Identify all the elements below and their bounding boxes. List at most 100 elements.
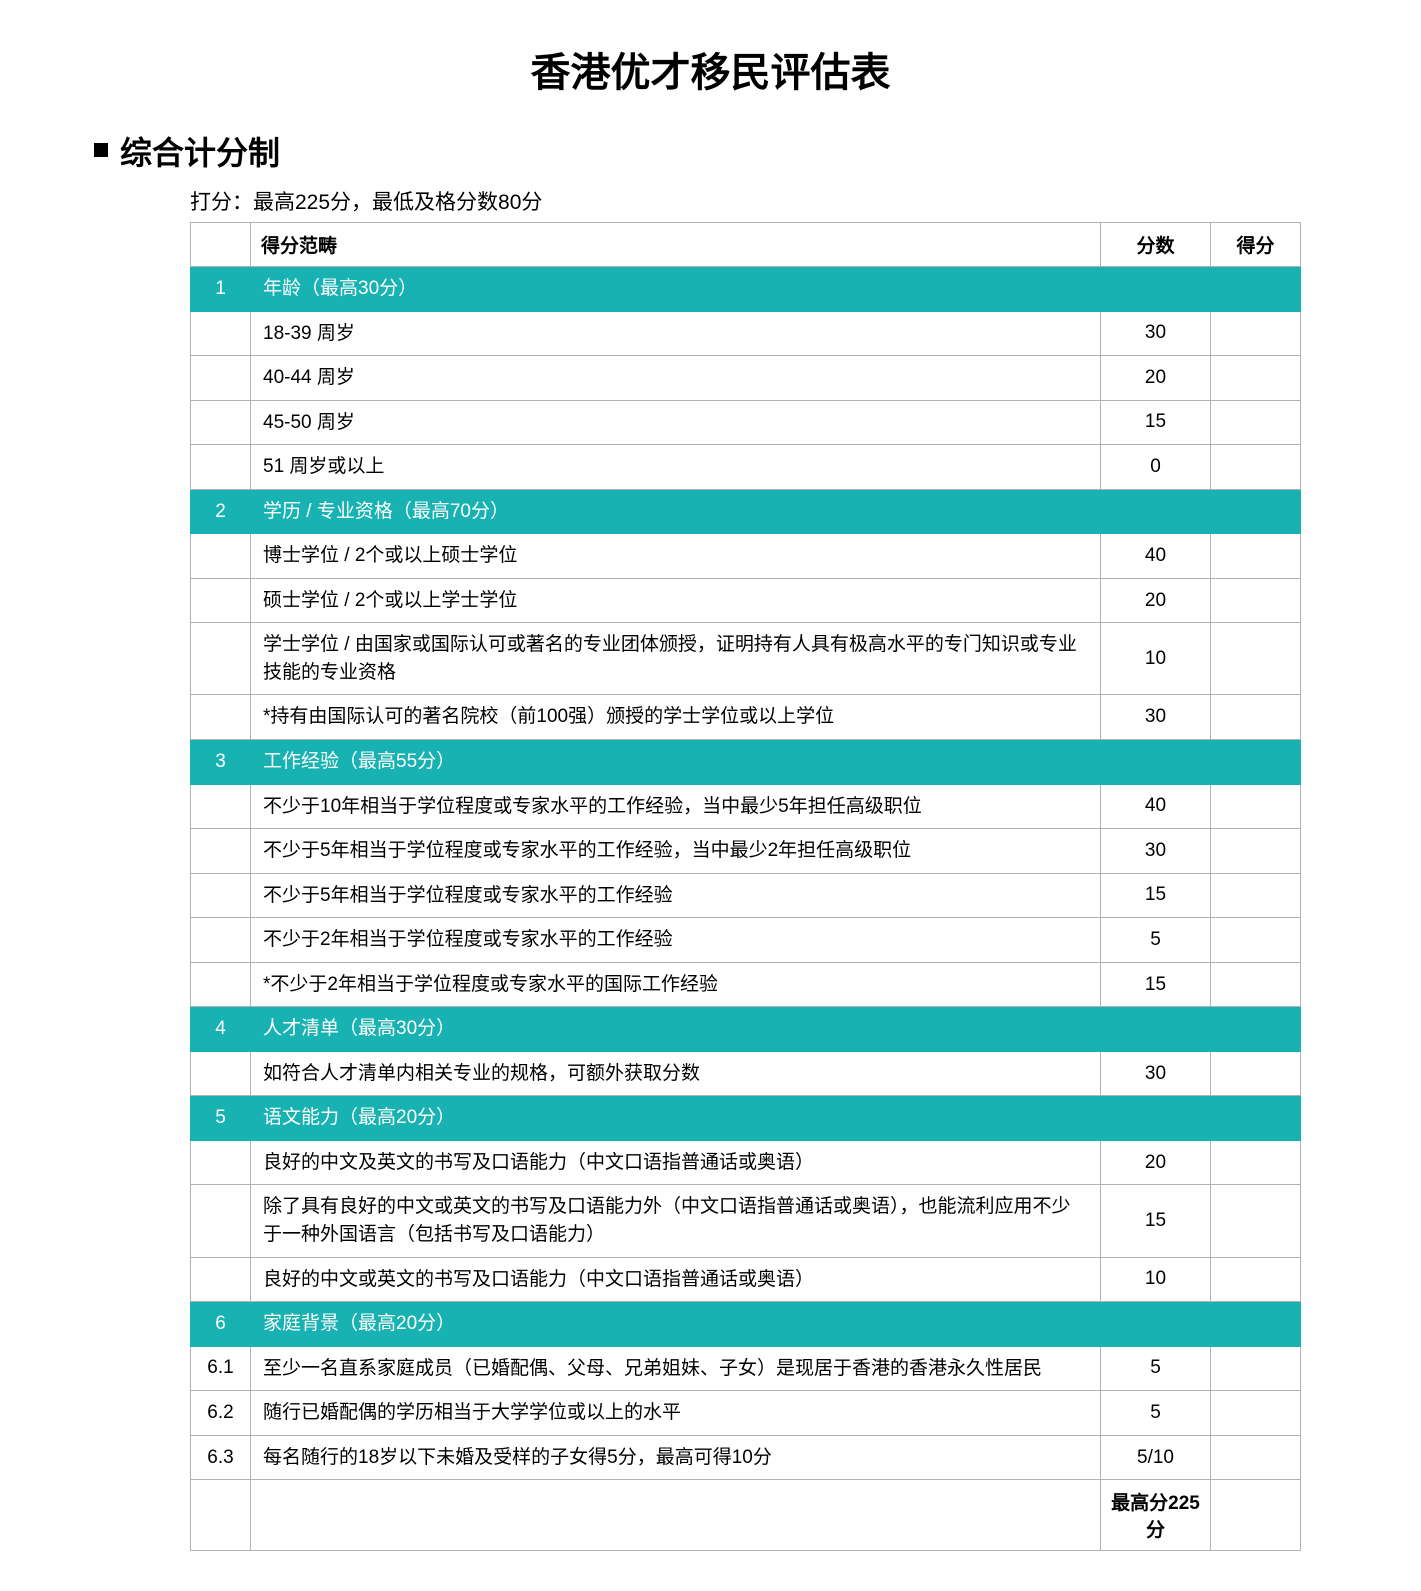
row-get xyxy=(1211,784,1301,829)
section-number: 6 xyxy=(191,1302,251,1347)
row-score: 5 xyxy=(1101,1391,1211,1436)
row-text: 博士学位 / 2个或以上硕士学位 xyxy=(251,534,1101,579)
row-score: 30 xyxy=(1101,1051,1211,1096)
row-number xyxy=(191,311,251,356)
row-get xyxy=(1211,311,1301,356)
section-number: 2 xyxy=(191,489,251,534)
row-get xyxy=(1211,623,1301,695)
row-get xyxy=(1211,1435,1301,1480)
section-header-row: 5语文能力（最高20分） xyxy=(191,1096,1301,1141)
row-get xyxy=(1211,578,1301,623)
row-text: 40-44 周岁 xyxy=(251,356,1101,401)
row-number xyxy=(191,829,251,874)
row-text: 良好的中文或英文的书写及口语能力（中文口语指普通话或奥语） xyxy=(251,1257,1101,1302)
row-get xyxy=(1211,1185,1301,1257)
row-text: 不少于2年相当于学位程度或专家水平的工作经验 xyxy=(251,918,1101,963)
table-row: 学士学位 / 由国家或国际认可或著名的专业团体颁授，证明持有人具有极高水平的专门… xyxy=(191,623,1301,695)
row-text: 随行已婚配偶的学历相当于大学学位或以上的水平 xyxy=(251,1391,1101,1436)
row-text: 至少一名直系家庭成员（已婚配偶、父母、兄弟姐妹、子女）是现居于香港的香港永久性居… xyxy=(251,1346,1101,1391)
table-row: 硕士学位 / 2个或以上学士学位20 xyxy=(191,578,1301,623)
table-row: 40-44 周岁20 xyxy=(191,356,1301,401)
table-row: 不少于5年相当于学位程度或专家水平的工作经验15 xyxy=(191,873,1301,918)
row-score: 10 xyxy=(1101,623,1211,695)
row-number xyxy=(191,623,251,695)
assessment-table-wrap: 得分范畴 分数 得分 1年龄（最高30分）18-39 周岁3040-44 周岁2… xyxy=(190,222,1301,1551)
table-row: 51 周岁或以上0 xyxy=(191,445,1301,490)
row-get xyxy=(1211,445,1301,490)
col-header-num xyxy=(191,223,251,267)
table-row: 良好的中文及英文的书写及口语能力（中文口语指普通话或奥语）20 xyxy=(191,1140,1301,1185)
row-score: 5/10 xyxy=(1101,1435,1211,1480)
row-number xyxy=(191,1185,251,1257)
row-number: 6.1 xyxy=(191,1346,251,1391)
row-get xyxy=(1211,1140,1301,1185)
row-score: 0 xyxy=(1101,445,1211,490)
section-header: 学历 / 专业资格（最高70分） xyxy=(251,489,1301,534)
row-score: 15 xyxy=(1101,1185,1211,1257)
col-header-score: 分数 xyxy=(1101,223,1211,267)
table-header-row: 得分范畴 分数 得分 xyxy=(191,223,1301,267)
table-row: *持有由国际认可的著名院校（前100强）颁授的学士学位或以上学位30 xyxy=(191,695,1301,740)
row-number xyxy=(191,873,251,918)
row-score: 30 xyxy=(1101,695,1211,740)
row-number: 6.2 xyxy=(191,1391,251,1436)
row-number xyxy=(191,445,251,490)
row-get xyxy=(1211,1346,1301,1391)
row-text: *不少于2年相当于学位程度或专家水平的国际工作经验 xyxy=(251,962,1101,1007)
row-get xyxy=(1211,356,1301,401)
row-score: 20 xyxy=(1101,1140,1211,1185)
row-text: 45-50 周岁 xyxy=(251,400,1101,445)
row-number: 6.3 xyxy=(191,1435,251,1480)
footer-empty xyxy=(191,1480,251,1551)
section-header-row: 3工作经验（最高55分） xyxy=(191,740,1301,785)
row-get xyxy=(1211,873,1301,918)
row-score: 30 xyxy=(1101,311,1211,356)
col-header-get: 得分 xyxy=(1211,223,1301,267)
row-number xyxy=(191,578,251,623)
row-text: 18-39 周岁 xyxy=(251,311,1101,356)
section-header-row: 2学历 / 专业资格（最高70分） xyxy=(191,489,1301,534)
row-get xyxy=(1211,400,1301,445)
footer-empty xyxy=(251,1480,1101,1551)
row-text: 不少于10年相当于学位程度或专家水平的工作经验，当中最少5年担任高级职位 xyxy=(251,784,1101,829)
row-text: 学士学位 / 由国家或国际认可或著名的专业团体颁授，证明持有人具有极高水平的专门… xyxy=(251,623,1101,695)
section-number: 5 xyxy=(191,1096,251,1141)
table-row: 不少于2年相当于学位程度或专家水平的工作经验5 xyxy=(191,918,1301,963)
row-text: 每名随行的18岁以下未婚及受样的子女得5分，最高可得10分 xyxy=(251,1435,1101,1480)
table-row: 18-39 周岁30 xyxy=(191,311,1301,356)
table-row: 不少于5年相当于学位程度或专家水平的工作经验，当中最少2年担任高级职位30 xyxy=(191,829,1301,874)
footer-total-label: 最高分225分 xyxy=(1101,1480,1211,1551)
row-text: 如符合人才清单内相关专业的规格，可额外获取分数 xyxy=(251,1051,1101,1096)
row-text: 不少于5年相当于学位程度或专家水平的工作经验 xyxy=(251,873,1101,918)
col-header-category: 得分范畴 xyxy=(251,223,1101,267)
footer-get xyxy=(1211,1480,1301,1551)
section-header: 人才清单（最高30分） xyxy=(251,1007,1301,1052)
row-get xyxy=(1211,1051,1301,1096)
row-score: 40 xyxy=(1101,534,1211,579)
row-text: 良好的中文及英文的书写及口语能力（中文口语指普通话或奥语） xyxy=(251,1140,1101,1185)
table-footer-row: 最高分225分 xyxy=(191,1480,1301,1551)
section-header-row: 6家庭背景（最高20分） xyxy=(191,1302,1301,1347)
section-header-row: 4人才清单（最高30分） xyxy=(191,1007,1301,1052)
table-row: 6.2随行已婚配偶的学历相当于大学学位或以上的水平5 xyxy=(191,1391,1301,1436)
row-score: 30 xyxy=(1101,829,1211,874)
row-text: 不少于5年相当于学位程度或专家水平的工作经验，当中最少2年担任高级职位 xyxy=(251,829,1101,874)
scoring-subtitle: 打分：最高225分，最低及格分数80分 xyxy=(190,186,1361,216)
section-header: 工作经验（最高55分） xyxy=(251,740,1301,785)
assessment-table: 得分范畴 分数 得分 1年龄（最高30分）18-39 周岁3040-44 周岁2… xyxy=(190,222,1301,1551)
row-score: 15 xyxy=(1101,962,1211,1007)
row-number xyxy=(191,784,251,829)
section-header: 语文能力（最高20分） xyxy=(251,1096,1301,1141)
row-get xyxy=(1211,534,1301,579)
table-row: 6.1至少一名直系家庭成员（已婚配偶、父母、兄弟姐妹、子女）是现居于香港的香港永… xyxy=(191,1346,1301,1391)
table-row: 6.3每名随行的18岁以下未婚及受样的子女得5分，最高可得10分5/10 xyxy=(191,1435,1301,1480)
section-number: 3 xyxy=(191,740,251,785)
row-text: 除了具有良好的中文或英文的书写及口语能力外（中文口语指普通话或奥语），也能流利应… xyxy=(251,1185,1101,1257)
section-number: 1 xyxy=(191,267,251,312)
row-text: 硕士学位 / 2个或以上学士学位 xyxy=(251,578,1101,623)
page-title: 香港优才移民评估表 xyxy=(60,40,1361,98)
row-get xyxy=(1211,1391,1301,1436)
row-number xyxy=(191,1257,251,1302)
row-get xyxy=(1211,829,1301,874)
row-get xyxy=(1211,918,1301,963)
